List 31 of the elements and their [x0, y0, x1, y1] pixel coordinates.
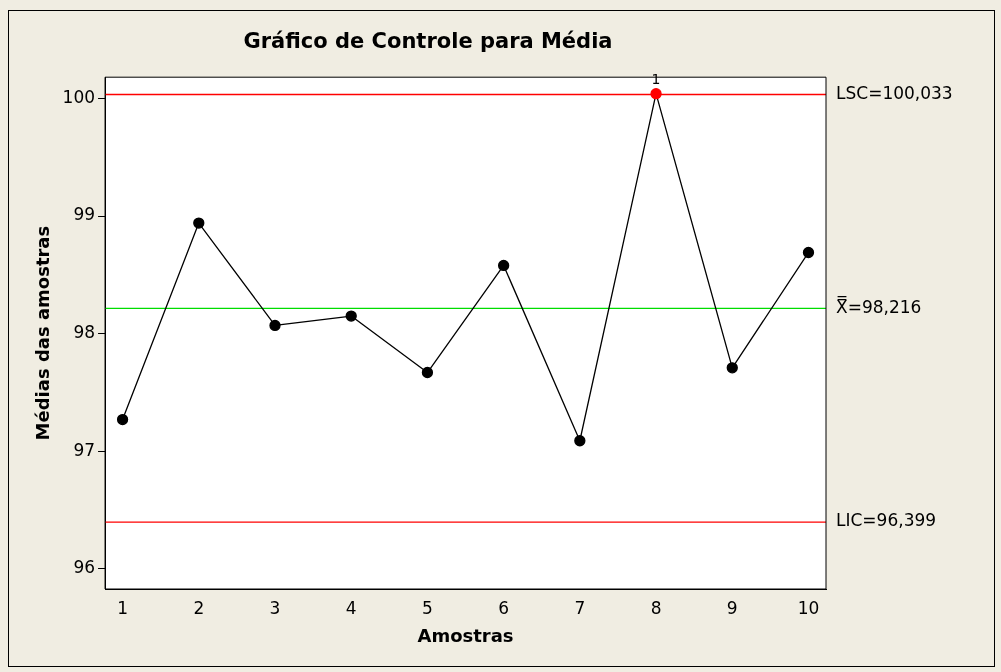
point [726, 362, 738, 374]
chart-title: Gráfico de Controle para Média [243, 29, 613, 54]
ref-line-label: LSC=100,033 [836, 82, 953, 103]
x-tick-label: 7 [574, 597, 586, 618]
y-tick-label: 96 [73, 557, 96, 578]
x-tick-label: 8 [650, 597, 662, 618]
x-axis-title: Amostras [417, 624, 514, 646]
x-tick-label: 6 [498, 597, 510, 618]
x-tick-label: 10 [797, 597, 820, 618]
point [269, 319, 281, 332]
x-tick-label: 4 [345, 597, 357, 618]
point [421, 366, 434, 379]
y-tick-label: 97 [73, 439, 96, 460]
y-tick-label: 99 [73, 204, 96, 225]
x-tick-label: 2 [193, 597, 205, 618]
point [802, 246, 815, 259]
point [497, 259, 510, 272]
ref-line-label: X̿=98,216 [836, 294, 922, 317]
y-tick-label: 98 [73, 322, 96, 343]
point [574, 435, 586, 447]
y-tick-label: 100 [62, 86, 96, 107]
point [116, 413, 129, 426]
y-axis-title: Médias das amostras [32, 225, 54, 441]
point [345, 310, 357, 322]
x-tick-label: 3 [269, 597, 281, 618]
x-tick-label: 1 [117, 597, 128, 618]
x-tick-label: 9 [726, 597, 738, 618]
point [193, 217, 205, 229]
point [650, 88, 662, 100]
ref-line-label: LIC=96,399 [836, 510, 937, 531]
x-tick-label: 5 [422, 597, 433, 618]
